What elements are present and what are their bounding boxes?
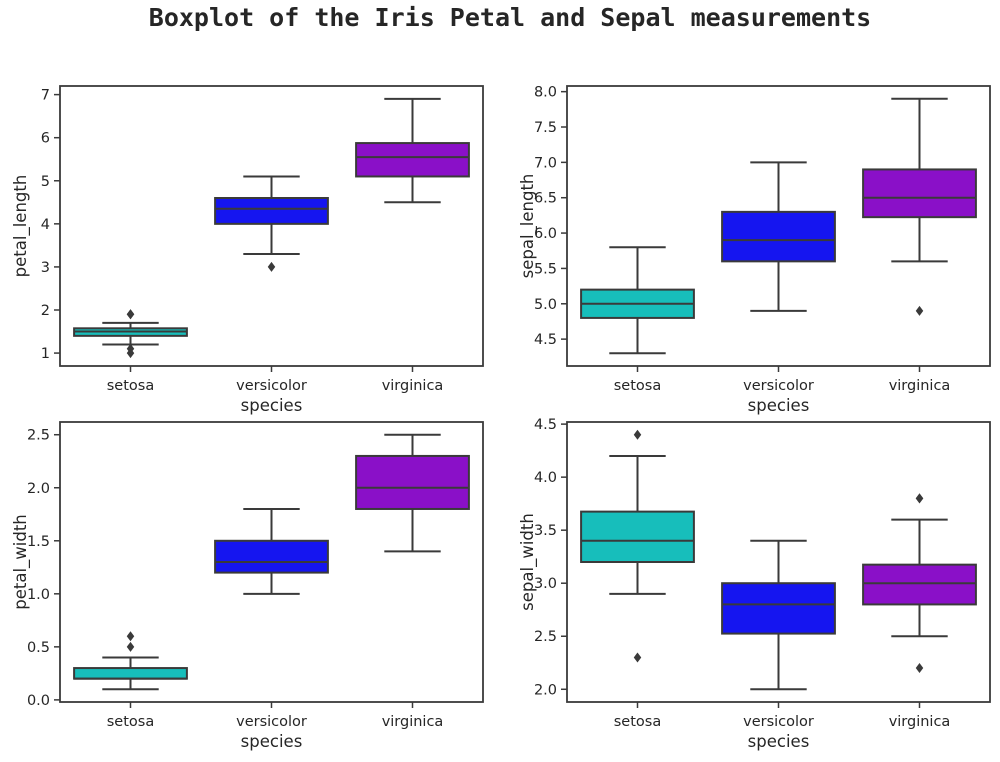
y-tick-label: 2.0 — [27, 481, 50, 497]
y-tick-label: 7.0 — [534, 155, 557, 171]
outlier-point — [633, 652, 642, 663]
x-tick-label: versicolor — [743, 714, 814, 730]
x-tick-label: virginica — [382, 714, 444, 730]
box-setosa — [73, 309, 188, 359]
box-virginica — [862, 97, 977, 316]
outlier-point — [915, 305, 924, 316]
y-axis-label: petal_length — [11, 175, 31, 278]
axes-frame — [59, 421, 484, 703]
box-iqr — [580, 510, 695, 564]
outlier-point — [915, 493, 924, 504]
box-iqr — [73, 667, 188, 680]
box-iqr — [862, 563, 977, 606]
box-virginica — [355, 97, 470, 204]
axes-frame — [566, 85, 991, 367]
outlier-point — [126, 343, 135, 354]
y-tick-label: 4 — [41, 217, 50, 233]
y-tick-label: 7.5 — [534, 120, 557, 136]
figure-title: Boxplot of the Iris Petal and Sepal meas… — [149, 3, 871, 32]
y-axis-label: petal_width — [11, 514, 31, 610]
y-axis-label: sepal_width — [518, 513, 538, 611]
box-iqr — [355, 142, 470, 178]
y-tick-label: 1.5 — [27, 534, 50, 550]
box-iqr — [355, 454, 470, 510]
y-tick-label: 6.5 — [534, 191, 557, 207]
outlier-point — [126, 641, 135, 652]
box-versicolor — [721, 161, 836, 312]
y-tick-label: 3 — [41, 260, 50, 276]
x-tick-label: setosa — [107, 714, 154, 730]
x-tick-label: virginica — [889, 378, 951, 394]
box-virginica — [355, 433, 470, 553]
outlier-point — [915, 663, 924, 674]
x-tick-label: versicolor — [743, 378, 814, 394]
x-tick-label: setosa — [107, 378, 154, 394]
x-tick-label: virginica — [889, 714, 951, 730]
box-setosa — [580, 429, 695, 663]
y-tick-label: 1 — [41, 346, 50, 362]
y-tick-label: 4.0 — [534, 470, 557, 486]
subplot-petal-length: 1 2 3 4 5 6 7 setosa versicolor virginica species p… — [11, 85, 484, 415]
axes-frame — [59, 85, 484, 367]
y-tick-label: 4.5 — [534, 332, 557, 348]
outlier-point — [126, 631, 135, 642]
y-tick-label: 3.5 — [534, 523, 557, 539]
box-versicolor — [214, 175, 329, 272]
y-tick-label: 5.5 — [534, 261, 557, 277]
y-tick-label: 6.0 — [534, 226, 557, 242]
y-tick-label: 8.0 — [534, 85, 557, 101]
x-axis-label: species — [241, 396, 303, 415]
y-tick-label: 2.5 — [27, 428, 50, 444]
axes-frame — [566, 421, 991, 703]
y-tick-label: 7 — [41, 88, 50, 104]
outlier-point — [633, 429, 642, 440]
subplot-petal-width: 0.0 0.5 1.0 1.5 2.0 2.5 setosa versicolor virgin… — [11, 421, 484, 751]
box-versicolor — [214, 507, 329, 595]
x-tick-label: setosa — [614, 714, 661, 730]
box-setosa — [580, 246, 695, 355]
box-iqr — [862, 168, 977, 219]
box-iqr — [214, 539, 329, 574]
x-axis-label: species — [748, 396, 810, 415]
y-tick-label: 1.0 — [27, 587, 50, 603]
y-tick-label: 2 — [41, 303, 50, 319]
box-versicolor — [721, 539, 836, 691]
outlier-point — [267, 261, 276, 272]
y-tick-label: 5 — [41, 174, 50, 190]
y-tick-label: 5.0 — [534, 297, 557, 313]
x-tick-label: versicolor — [236, 714, 307, 730]
x-tick-label: versicolor — [236, 378, 307, 394]
y-tick-label: 0.5 — [27, 640, 50, 656]
y-tick-label: 3.0 — [534, 576, 557, 592]
box-setosa — [73, 631, 188, 691]
y-tick-label: 2.0 — [534, 682, 557, 698]
subplot-sepal-width: 2.0 2.5 3.0 3.5 4.0 4.5 setosa versicolor virgin… — [518, 417, 991, 751]
subplot-sepal-length: 4.5 5.0 5.5 6.0 6.5 7.0 7.5 8.0 setosa versicolor… — [518, 85, 991, 415]
outlier-point — [126, 309, 135, 320]
box-virginica — [862, 493, 977, 674]
x-tick-label: setosa — [614, 378, 661, 394]
y-tick-label: 2.5 — [534, 629, 557, 645]
x-axis-label: species — [748, 732, 810, 751]
x-axis-label: species — [241, 732, 303, 751]
y-tick-label: 6 — [41, 131, 50, 147]
y-axis-label: sepal_length — [518, 174, 538, 279]
x-tick-label: virginica — [382, 378, 444, 394]
y-tick-label: 0.0 — [27, 693, 50, 709]
y-tick-label: 4.5 — [534, 417, 557, 433]
box-iqr — [214, 197, 329, 225]
box-iqr — [721, 582, 836, 635]
box-iqr — [721, 210, 836, 263]
